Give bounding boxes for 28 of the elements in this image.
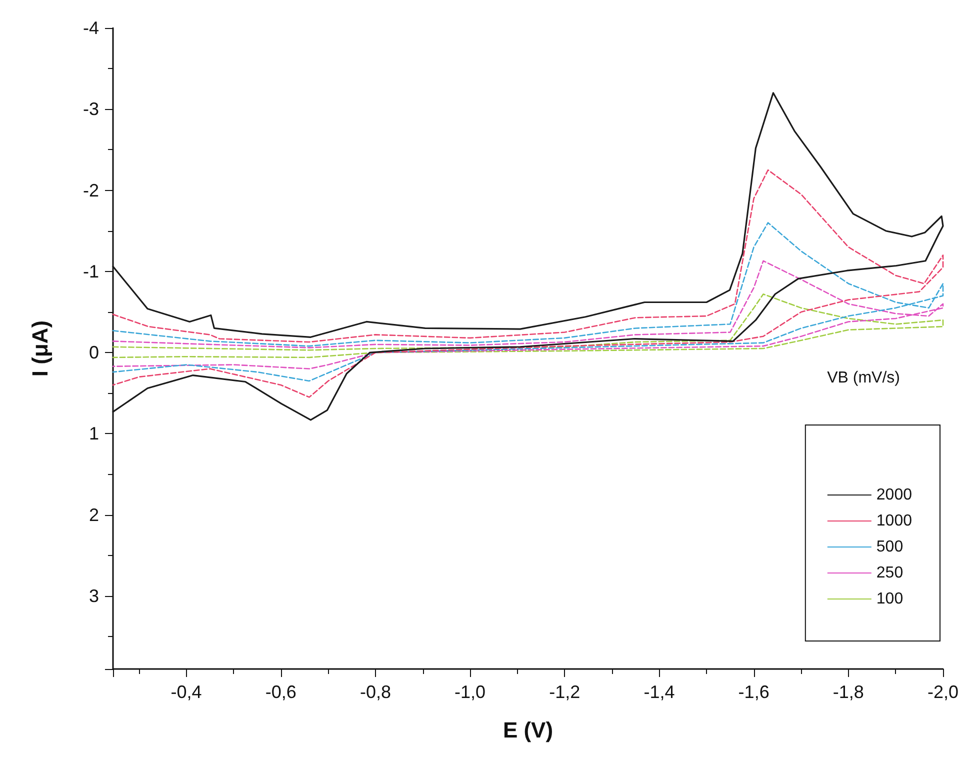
legend-title: VB (mV/s) [827, 370, 900, 386]
x-tick-label: -0,6 [265, 682, 296, 702]
legend-label: 100 [876, 590, 904, 608]
x-tick-label: -0,4 [170, 682, 202, 702]
y-tick-label: 2 [88, 504, 99, 525]
line-series [112, 169, 944, 398]
y-tick-label: -3 [82, 99, 99, 120]
x-axis-title: E (V) [502, 718, 554, 742]
line-series [112, 260, 944, 370]
y-tick-label: -4 [82, 18, 99, 38]
x-tick-label: -1,8 [832, 682, 864, 702]
x-tick-label: -1,4 [644, 682, 675, 702]
y-tick-label: -1 [82, 261, 99, 282]
x-tick-label: -1,0 [454, 682, 486, 702]
y-tick-label: 1 [88, 424, 99, 444]
x-tick-label: -0,8 [360, 682, 391, 702]
y-tick-label: 3 [88, 586, 99, 606]
legend-label: 1000 [876, 512, 912, 530]
legend-label: 250 [876, 564, 904, 582]
legend-label: 500 [876, 538, 904, 556]
x-tick-label: -1,6 [738, 682, 770, 702]
x-tick-label: -2,0 [927, 682, 959, 702]
y-axis-title: I (μA) [28, 320, 52, 377]
line-series [112, 293, 944, 358]
x-tick-label: -1,2 [549, 682, 580, 702]
legend-label: 2000 [876, 486, 912, 504]
y-tick-label: 0 [88, 342, 99, 363]
y-tick-label: -2 [82, 180, 99, 200]
